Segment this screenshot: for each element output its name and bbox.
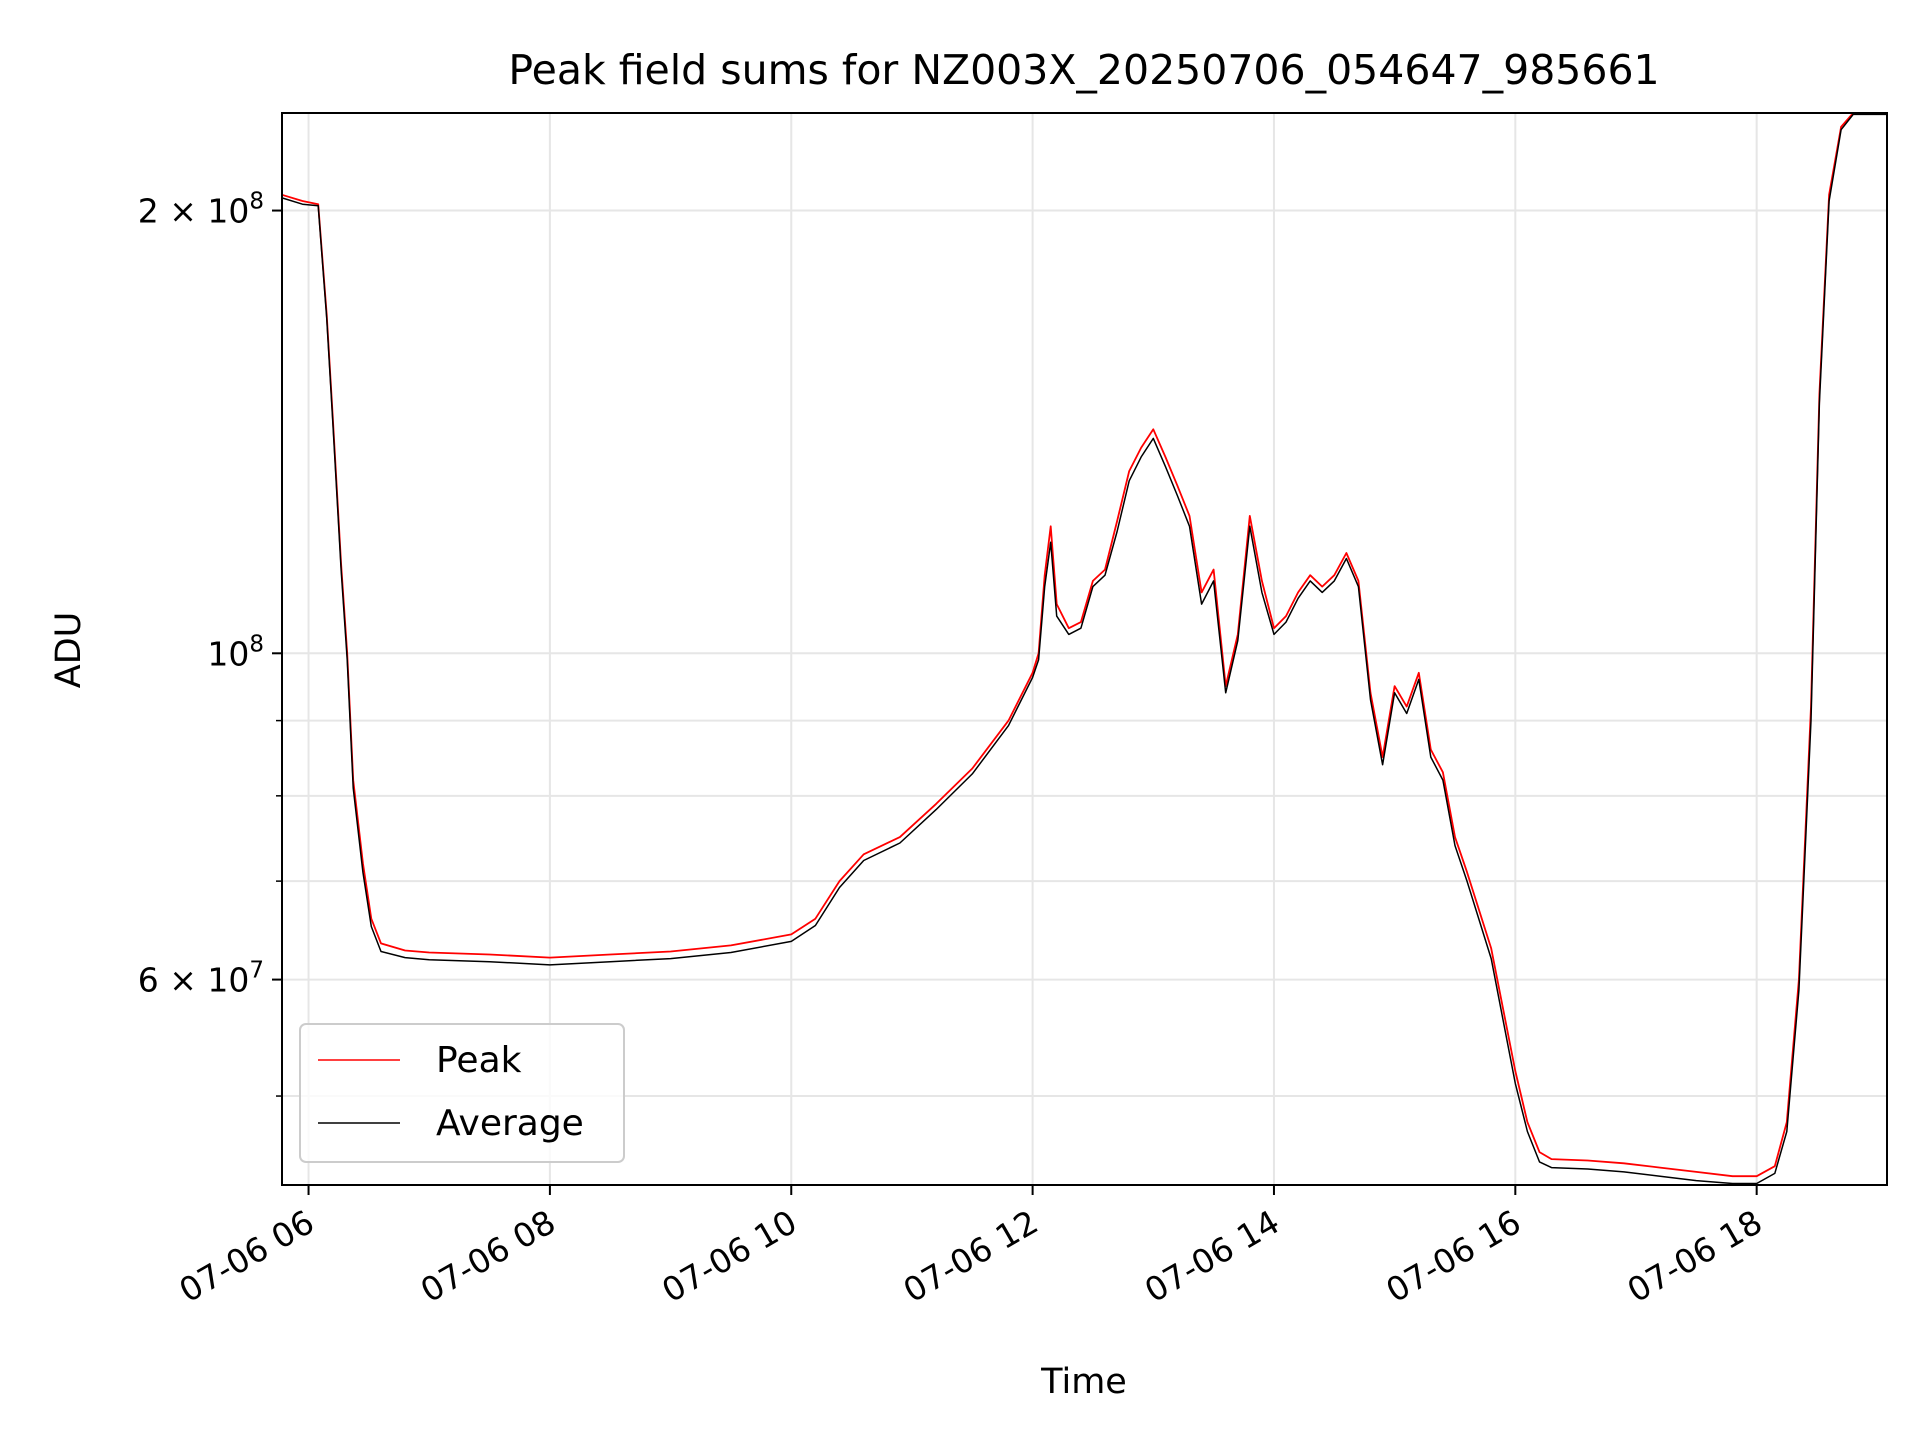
series-line-peak [281,112,1887,1178]
legend-label-peak: Peak [436,1040,522,1081]
series-layer [281,112,1887,1185]
y-tick-label: 2 × 108 [138,189,264,231]
chart-title: Peak field sums for NZ003X_20250706_0546… [508,46,1659,94]
plot-frame [281,112,1888,1186]
legend-label-average: Average [436,1103,584,1144]
legend: Peak Average [299,1023,625,1163]
y-axis-label: ADU [49,612,89,689]
legend-box [299,1023,625,1163]
x-axis-label: Time [1040,1362,1127,1402]
y-tick-label: 6 × 107 [138,958,264,1000]
series-line-average [281,113,1887,1185]
